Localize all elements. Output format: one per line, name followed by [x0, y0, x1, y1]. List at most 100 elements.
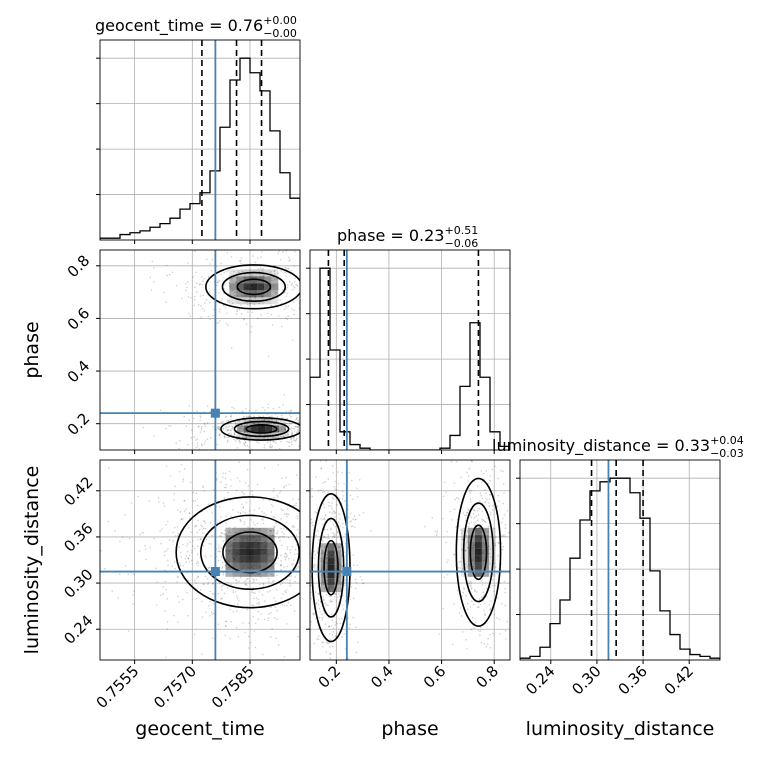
sample-point	[315, 534, 317, 537]
sample-point	[304, 474, 306, 476]
sample-point	[272, 490, 275, 493]
sample-point	[271, 565, 273, 568]
sample-point	[163, 505, 166, 507]
sample-point	[246, 468, 249, 471]
sample-point	[197, 425, 200, 427]
sample-point	[243, 529, 246, 532]
sample-point	[291, 443, 293, 446]
panel-phase-luminosity_distance: 0.2 0.4 0.6 0.8	[306, 429, 519, 728]
sample-point	[193, 304, 196, 307]
density-cell	[239, 534, 247, 542]
sample-point	[264, 572, 267, 574]
sample-point	[349, 521, 351, 523]
sample-point	[225, 625, 227, 628]
sample-point	[182, 478, 185, 481]
sample-point	[298, 421, 300, 423]
sample-point	[483, 609, 485, 612]
panel-frame	[99, 39, 301, 241]
title-phase: phase = 0.23+0.51 −0.06	[337, 224, 478, 250]
y-tick-label: 0.42	[60, 473, 96, 509]
sample-point	[479, 492, 482, 495]
sample-point	[347, 504, 349, 507]
sample-point	[289, 409, 292, 412]
sample-point	[304, 272, 306, 274]
sample-point	[184, 557, 187, 560]
sample-point	[332, 631, 334, 633]
sample-point	[337, 521, 340, 524]
sample-point	[460, 476, 463, 479]
sample-point	[481, 481, 483, 483]
sample-point	[321, 445, 323, 447]
sample-point	[493, 590, 495, 593]
sample-point	[297, 426, 300, 428]
sample-point	[477, 513, 480, 516]
sample-point	[231, 426, 234, 429]
density-cell	[267, 527, 275, 535]
sample-point	[176, 534, 179, 537]
sample-point	[235, 281, 237, 284]
sample-point	[285, 591, 288, 594]
sample-point	[287, 434, 289, 436]
density-cell	[237, 432, 245, 440]
sample-point	[460, 549, 463, 551]
sample-point	[326, 537, 328, 539]
sample-point	[453, 508, 456, 511]
sample-point	[230, 429, 232, 432]
sample-point	[221, 297, 224, 300]
sample-point	[208, 566, 211, 569]
sample-point	[225, 427, 227, 429]
sample-point	[242, 436, 244, 439]
sample-point	[498, 500, 500, 502]
sample-point	[239, 279, 241, 281]
sample-point	[313, 433, 315, 435]
sample-point	[295, 502, 298, 505]
sample-point	[355, 651, 358, 654]
sample-point	[152, 267, 155, 269]
sample-point	[494, 584, 497, 587]
sample-point	[172, 531, 174, 534]
sample-point	[294, 548, 297, 551]
sample-point	[484, 488, 486, 491]
contour-level-2	[469, 524, 488, 581]
sample-point	[517, 622, 519, 624]
sample-point	[201, 532, 204, 534]
sample-point	[209, 436, 212, 439]
sample-point	[342, 534, 344, 536]
sample-point	[227, 426, 229, 428]
sample-point	[201, 444, 203, 447]
sample-point	[306, 542, 308, 544]
sample-point	[273, 487, 275, 490]
sample-point	[331, 429, 333, 431]
panel-frame	[99, 459, 301, 661]
sample-point	[285, 529, 288, 531]
sample-point	[250, 325, 253, 328]
sample-point	[229, 531, 232, 534]
density-cell	[225, 562, 233, 570]
sample-point	[228, 470, 231, 473]
sample-point	[251, 589, 253, 592]
sample-point	[373, 438, 375, 440]
density-cell	[239, 527, 247, 535]
sample-point	[508, 531, 510, 534]
sample-point	[330, 613, 333, 615]
sample-point	[261, 251, 263, 253]
sample-point	[238, 440, 241, 442]
sample-point	[282, 403, 285, 406]
sample-point	[464, 563, 467, 566]
sample-point	[324, 623, 327, 625]
sample-point	[509, 726, 511, 728]
sample-point	[286, 546, 289, 548]
sample-point	[244, 436, 246, 438]
sample-point	[273, 269, 276, 272]
sample-point	[216, 478, 218, 480]
sample-point	[313, 557, 315, 560]
sample-point	[353, 564, 355, 566]
density-cell	[232, 562, 240, 570]
sample-point	[303, 550, 305, 552]
sample-point	[340, 617, 343, 620]
sample-point	[245, 584, 248, 587]
sample-point	[279, 492, 281, 494]
sample-point	[268, 613, 270, 615]
sample-point	[187, 579, 190, 582]
sample-point	[229, 608, 231, 611]
